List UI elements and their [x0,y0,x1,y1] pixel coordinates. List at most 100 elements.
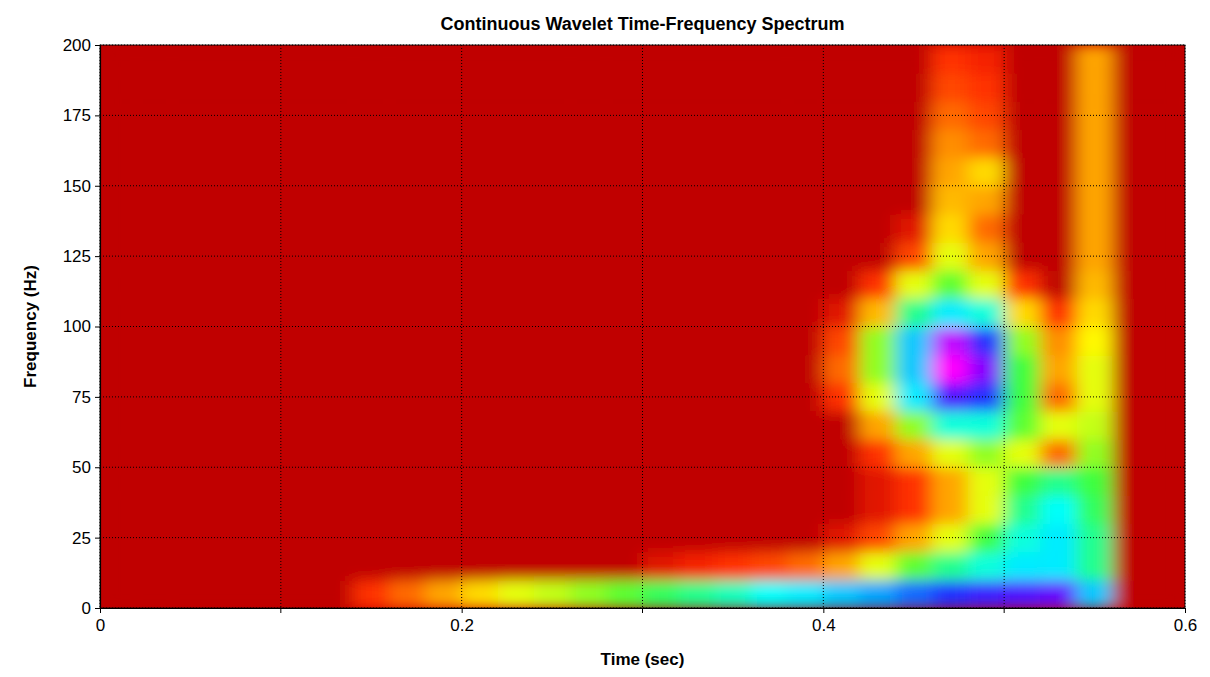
heatmap-cell [787,214,824,243]
heatmap-cell [1040,298,1077,327]
heatmap-cell [751,158,788,187]
heatmap-cell [896,495,933,524]
heatmap-cell [606,552,643,581]
heatmap-cell [209,495,246,524]
heatmap-cell [1149,186,1185,215]
heatmap-cell [534,355,571,384]
heatmap-cell [353,327,390,356]
heatmap-cell [100,45,137,74]
heatmap-cell [787,439,824,468]
heatmap-cell [1149,524,1185,553]
heatmap-cell [245,214,282,243]
heatmap-cell [787,552,824,581]
tick-label: 200 [63,36,91,55]
tick: 50 [72,458,100,477]
heatmap-cell [1004,439,1041,468]
heatmap-cell [1113,495,1150,524]
heatmap-cell [1004,298,1041,327]
heatmap-cell [643,45,680,74]
heatmap-cell [932,73,969,102]
heatmap-cell [281,439,318,468]
heatmap-cell [498,580,535,608]
heatmap-cell [245,270,282,299]
heatmap-cell [353,73,390,102]
heatmap-cell [1040,495,1077,524]
heatmap-cell [426,186,463,215]
heatmap-cell [462,45,499,74]
heatmap-cell [317,355,354,384]
heatmap-cell [751,327,788,356]
heatmap-cell [896,186,933,215]
heatmap-cell [896,327,933,356]
heatmap-cell [751,298,788,327]
heatmap-cell [1004,129,1041,158]
heatmap-cell [172,495,209,524]
tick-mark [95,256,100,257]
heatmap-cell [1113,327,1150,356]
heatmap-cell [823,580,860,608]
heatmap-cell [679,158,716,187]
heatmap-cell [317,270,354,299]
heatmap-cell [1113,355,1150,384]
heatmap-cell [1004,411,1041,440]
heatmap-cell [606,467,643,496]
heatmap-cell [498,327,535,356]
heatmap-cell [823,214,860,243]
heatmap-cell [968,270,1005,299]
grid-line [100,115,1185,116]
tick-label: 0 [82,599,91,618]
heatmap-cell [606,411,643,440]
heatmap-cell [679,552,716,581]
heatmap-cell [751,186,788,215]
heatmap-cell [172,411,209,440]
heatmap-cell [823,129,860,158]
heatmap-cell [317,298,354,327]
heatmap-cell [1004,467,1041,496]
heatmap-cell [643,158,680,187]
tick-label: 175 [63,106,91,125]
heatmap-cell [643,467,680,496]
heatmap-cell [1004,158,1041,187]
heatmap-cell [968,355,1005,384]
heatmap-cell [136,467,173,496]
heatmap-cell [1077,270,1114,299]
heatmap-cell [498,355,535,384]
heatmap-cell [100,552,137,581]
heatmap-cell [389,439,426,468]
heatmap-cell [1004,327,1041,356]
heatmap-cell [209,214,246,243]
heatmap-cell [787,186,824,215]
plot-frame [100,45,1185,608]
heatmap-cell [462,580,499,608]
heatmap-cell [245,45,282,74]
heatmap-cell [317,73,354,102]
heatmap-cell [1077,298,1114,327]
heatmap-cell [426,355,463,384]
heatmap-cell [136,298,173,327]
heatmap-cell [860,411,897,440]
heatmap-cell [1004,73,1041,102]
heatmap-cell [896,552,933,581]
heatmap-cell [353,495,390,524]
heatmap-cell [751,73,788,102]
heatmap-cell [860,439,897,468]
heatmap-cell [896,129,933,158]
heatmap-cell [968,467,1005,496]
heatmap-cell [317,411,354,440]
heatmap-cell [643,214,680,243]
heatmap-cell [462,383,499,412]
heatmap-cell [100,158,137,187]
heatmap-cell [1149,467,1185,496]
heatmap-cell [643,186,680,215]
heatmap-cell [426,580,463,608]
heatmap-cell [932,158,969,187]
heatmap-cell [570,45,607,74]
heatmap-cell [968,580,1005,608]
heatmap-cell [462,524,499,553]
heatmap-cell [1149,495,1185,524]
grid-line [100,467,1185,468]
heatmap-cell [860,45,897,74]
tick: 175 [63,106,100,125]
heatmap-cell [534,439,571,468]
tick-label: 0.6 [1174,616,1198,635]
